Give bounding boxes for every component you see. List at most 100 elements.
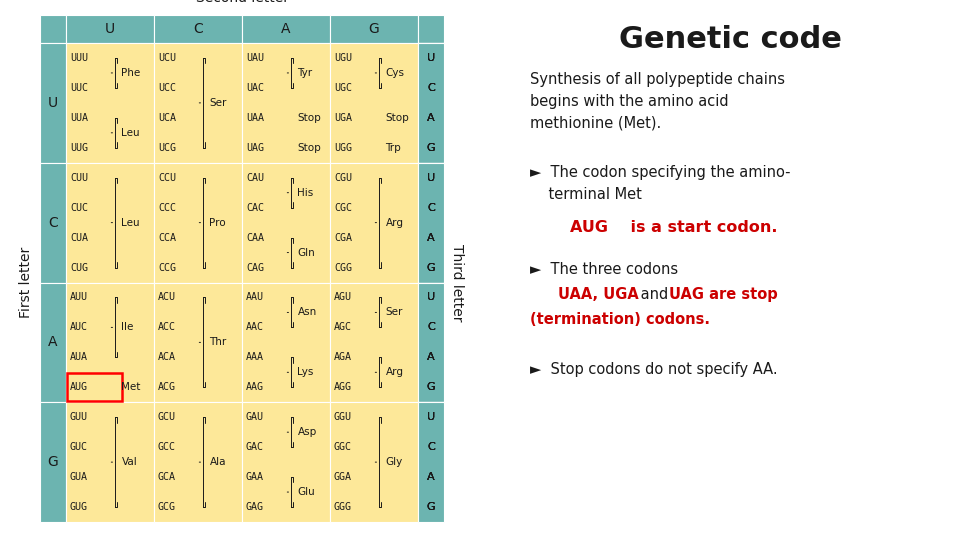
Text: U: U <box>105 22 115 36</box>
Bar <box>418 163 444 282</box>
Text: G: G <box>426 382 435 392</box>
Text: GUU: GUU <box>70 412 88 422</box>
Text: C: C <box>48 215 58 230</box>
Bar <box>418 282 444 402</box>
Bar <box>154 163 242 282</box>
Bar <box>330 282 418 402</box>
Text: U: U <box>427 53 435 63</box>
Text: CCU: CCU <box>158 173 176 183</box>
Text: G: G <box>426 502 435 512</box>
Text: Pro: Pro <box>209 218 226 228</box>
Text: G: G <box>426 143 435 153</box>
Text: U: U <box>48 96 58 110</box>
Text: U: U <box>427 173 435 183</box>
Text: U: U <box>427 412 435 422</box>
Text: UGU: UGU <box>334 53 352 63</box>
Text: G: G <box>426 143 435 153</box>
Bar <box>40 163 66 282</box>
Text: A: A <box>427 472 435 482</box>
Bar <box>330 43 418 163</box>
Text: GAU: GAU <box>246 412 264 422</box>
Bar <box>66 43 154 163</box>
Text: Ser: Ser <box>209 98 227 108</box>
Text: C: C <box>427 202 435 213</box>
Bar <box>242 282 330 402</box>
Bar <box>418 402 444 522</box>
Text: CAG: CAG <box>246 262 264 273</box>
Text: UAC: UAC <box>246 83 264 93</box>
Bar <box>418 163 444 282</box>
Text: Genetic code: Genetic code <box>618 25 841 54</box>
Text: GCU: GCU <box>158 412 176 422</box>
Text: C: C <box>427 83 435 93</box>
Text: CGG: CGG <box>334 262 352 273</box>
Text: and: and <box>636 287 673 302</box>
Text: UAA: UAA <box>246 113 264 123</box>
Text: AGG: AGG <box>334 382 352 392</box>
Bar <box>418 163 444 282</box>
Text: A: A <box>427 472 435 482</box>
Text: Phe: Phe <box>121 68 141 78</box>
Text: (termination) codons.: (termination) codons. <box>530 312 710 327</box>
Text: G: G <box>426 502 435 512</box>
Text: AGU: AGU <box>334 293 352 302</box>
Text: A: A <box>427 233 435 242</box>
Text: A: A <box>281 22 291 36</box>
Text: U: U <box>427 53 435 63</box>
Text: UCG: UCG <box>158 143 176 153</box>
Bar <box>154 43 242 163</box>
Text: G: G <box>426 382 435 392</box>
Text: ACG: ACG <box>158 382 176 392</box>
Text: A: A <box>427 472 435 482</box>
Text: G: G <box>426 502 435 512</box>
Text: Second letter: Second letter <box>196 0 289 5</box>
Bar <box>418 163 444 282</box>
Text: UUG: UUG <box>70 143 88 153</box>
Text: GUC: GUC <box>70 442 88 452</box>
Text: A: A <box>427 233 435 242</box>
Text: Met: Met <box>121 382 141 392</box>
Text: C: C <box>427 83 435 93</box>
Bar <box>418 282 444 402</box>
Text: C: C <box>427 83 435 93</box>
Text: GAA: GAA <box>246 472 264 482</box>
Text: GAC: GAC <box>246 442 264 452</box>
Bar <box>154 282 242 402</box>
Bar <box>67 373 122 401</box>
Bar <box>330 15 418 43</box>
Bar <box>242 402 330 522</box>
Bar <box>418 402 444 522</box>
Text: His: His <box>298 188 314 198</box>
Text: AGA: AGA <box>334 352 352 362</box>
Text: CGU: CGU <box>334 173 352 183</box>
Text: G: G <box>426 143 435 153</box>
Text: ►  The codon specifying the amino-
    terminal Met: ► The codon specifying the amino- termin… <box>530 165 790 201</box>
Bar <box>418 282 444 402</box>
Text: C: C <box>427 442 435 452</box>
Text: Trp: Trp <box>385 143 401 153</box>
Text: CAC: CAC <box>246 202 264 213</box>
Text: CAA: CAA <box>246 233 264 242</box>
Text: G: G <box>426 262 435 273</box>
Text: GUG: GUG <box>70 502 88 512</box>
Text: ACA: ACA <box>158 352 176 362</box>
Text: U: U <box>427 293 435 302</box>
Text: Leu: Leu <box>121 128 140 138</box>
Text: A: A <box>48 335 58 349</box>
Bar <box>418 43 444 163</box>
Text: UUC: UUC <box>70 83 88 93</box>
Text: AUU: AUU <box>70 293 88 302</box>
Bar <box>66 15 154 43</box>
Text: Gln: Gln <box>298 247 315 258</box>
Bar <box>330 163 418 282</box>
Text: CCC: CCC <box>158 202 176 213</box>
Bar <box>242 163 330 282</box>
Bar <box>418 402 444 522</box>
Text: UAA, UGA: UAA, UGA <box>558 287 638 302</box>
Text: UCU: UCU <box>158 53 176 63</box>
Text: A: A <box>427 352 435 362</box>
Bar <box>40 15 66 43</box>
Bar <box>418 43 444 163</box>
Text: C: C <box>427 442 435 452</box>
Text: A: A <box>427 352 435 362</box>
